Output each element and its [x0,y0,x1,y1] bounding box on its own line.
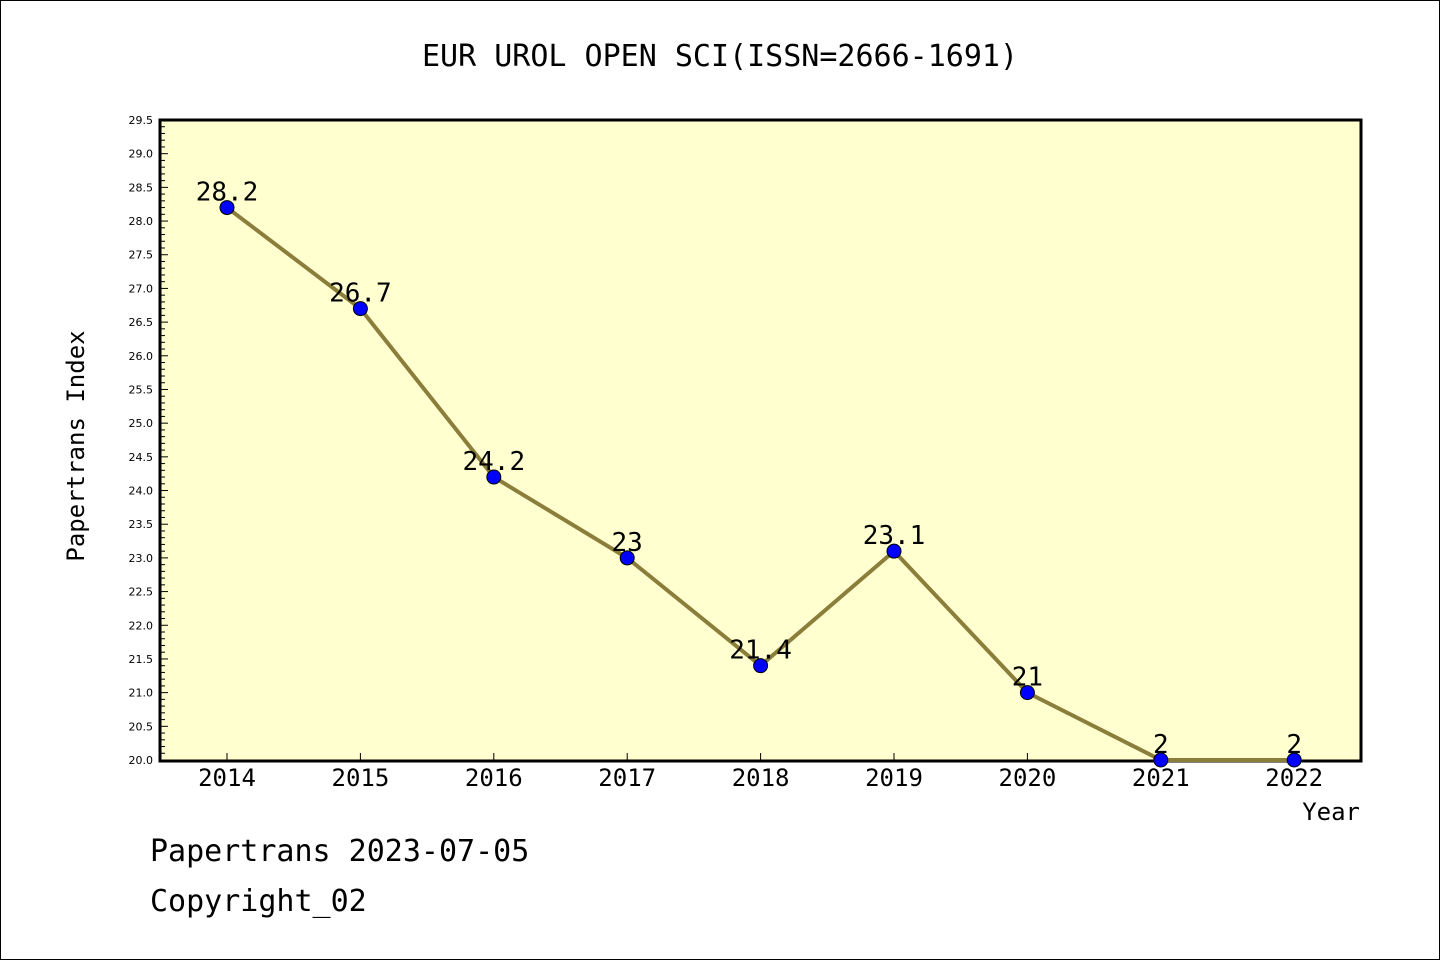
data-label-2020: 21 [1012,663,1043,693]
data-label-2022: 2 [1286,730,1302,760]
y-tick-label: 27.5 [129,249,154,262]
y-tick-label: 20.5 [129,720,154,733]
data-label-2014: 28.2 [196,178,259,208]
footer-copyright: Copyright_02 [150,884,367,919]
data-labels: 28.2 26.7 24.2 23 21.4 23.1 21 2 2 [196,178,1302,760]
x-tick-label: 2018 [732,764,790,792]
series-markers [219,200,1302,768]
y-tick-label: 21.0 [129,687,154,700]
data-label-2015: 26.7 [329,279,392,309]
y-tick-label: 23.0 [129,552,154,565]
data-point-2015 [352,301,368,317]
y-axis-label: Papertrans Index [62,330,90,561]
data-label-2018: 21.4 [729,636,792,666]
plot-area [158,118,1363,763]
data-point-2020 [1019,685,1035,701]
y-tick-label: 29.5 [129,114,154,127]
data-point-2021 [1153,752,1169,768]
y-tick-label: 29.0 [129,148,154,161]
data-point-2017 [619,550,635,566]
data-point-2016 [486,469,502,485]
y-tick-label: 24.5 [129,451,154,464]
x-tick-label: 2016 [465,764,523,792]
y-tick-label: 25.0 [129,417,154,430]
y-tick-label: 22.5 [129,586,154,599]
x-axis-label: Year [1302,798,1360,826]
y-tick-label: 24.0 [129,485,154,498]
x-tick-label: 2017 [598,764,656,792]
chart-title: EUR UROL OPEN SCI(ISSN=2666-1691) [422,39,1018,74]
y-tick-label: 22.0 [129,619,154,632]
data-point-2014 [219,200,235,216]
x-tick-label: 2021 [1132,764,1190,792]
data-label-2016: 24.2 [462,447,525,477]
data-point-2022 [1286,752,1302,768]
y-tick-label: 26.5 [129,316,154,329]
data-label-2021: 2 [1153,730,1169,760]
x-tick-label: 2020 [999,764,1057,792]
x-tick-label: 2015 [332,764,390,792]
data-point-2018 [753,658,769,674]
y-tick-label: 23.5 [129,518,154,531]
y-tick-label: 20.0 [129,754,154,767]
data-label-2017: 23 [612,528,643,558]
x-tick-label: 2014 [198,764,256,792]
y-tick-label: 26.0 [129,350,154,363]
x-tick-label: 2022 [1265,764,1323,792]
y-tick-label: 25.5 [129,383,154,396]
y-axis: 20.0 20.5 21.0 21.5 22.0 22.5 23.0 23.5 24.0 24.5… [129,114,168,767]
data-label-2019: 23.1 [863,521,926,551]
footer-date: Papertrans 2023-07-05 [150,834,530,869]
y-tick-label: 27.0 [129,282,154,295]
x-tick-label: 2019 [865,764,923,792]
y-tick-label: 28.5 [129,181,154,194]
data-point-2019 [886,543,902,559]
x-axis: 2014 2015 2016 2017 2018 2019 2020 2021 2022 [198,753,1323,792]
y-tick-label: 28.0 [129,215,154,228]
y-tick-label: 21.5 [129,653,154,666]
